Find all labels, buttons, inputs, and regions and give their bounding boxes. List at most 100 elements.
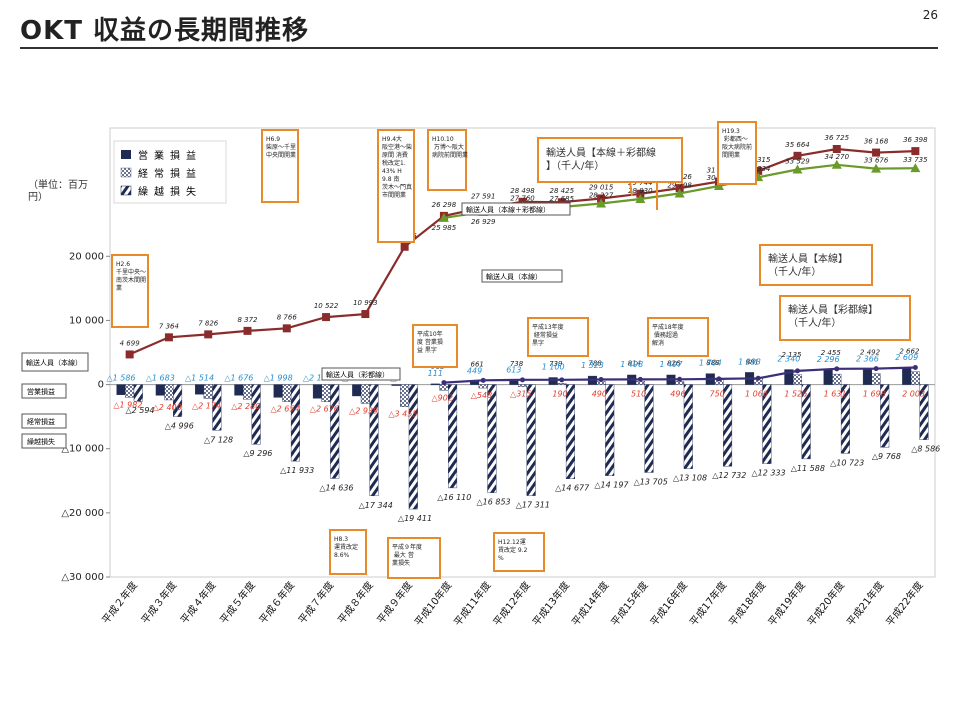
- legend-label-carryover: 繰越損失: [138, 185, 202, 198]
- side-tag-passengers: 輸送人員（本線）: [26, 358, 82, 367]
- main-point: [635, 194, 646, 204]
- total-data-label: 28 498: [510, 187, 535, 195]
- saito-data-label: 888: [706, 359, 720, 367]
- x-tick-label: 平成13年度: [529, 579, 572, 629]
- side-tag-ordinary: 経常損益: [27, 417, 55, 426]
- operating-data-label: 449: [467, 367, 482, 376]
- bar-ordinary: [360, 384, 370, 404]
- ordinary-data-label: △3 455: [388, 410, 417, 419]
- saito-point: [677, 376, 683, 382]
- total-point: [282, 324, 291, 333]
- bar-ordinary: [321, 384, 331, 402]
- x-tick-label: 平成11年度: [451, 579, 494, 629]
- bar-operating: [902, 367, 912, 385]
- bar-operating: [234, 384, 244, 396]
- ordinary-data-label: △548: [471, 391, 492, 400]
- bar-ordinary: [203, 384, 213, 399]
- operating-data-label: △1 514: [185, 374, 214, 383]
- milestone-note-text: 平成18年度 債務超過 解消: [652, 323, 684, 347]
- carryover-data-label: △14 197: [594, 481, 629, 490]
- bar-carryover: [565, 384, 575, 479]
- total-data-label: 8 372: [237, 316, 258, 324]
- carryover-data-label: △13 108: [673, 474, 707, 483]
- main-point: [831, 159, 842, 169]
- main-data-label: 33 676: [864, 157, 889, 165]
- milestone-note-text: 平成９年度 最大 営業損失: [392, 543, 422, 567]
- carryover-data-label: △9 296: [243, 449, 272, 458]
- operating-data-label: △1 683: [146, 374, 175, 383]
- milestone-note-box: [261, 129, 299, 203]
- milestone-note-box: [412, 324, 458, 368]
- saito-data-label: 981: [746, 358, 759, 366]
- saito-data-label: 814: [628, 359, 641, 367]
- carryover-data-label: △16 853: [477, 498, 511, 507]
- saito-point: [716, 376, 722, 382]
- bar-carryover: [683, 384, 693, 469]
- page-title: OKT 収益の長期間推移: [20, 16, 310, 46]
- legend: 営業損益 経常損益 繰越損失: [113, 140, 227, 204]
- main-point: [792, 164, 803, 174]
- callout-main-text: 輸送人員【本線】（千人/年）: [768, 252, 848, 278]
- side-tag-carryover: 繰越損失: [27, 437, 55, 446]
- ordinary-data-label: △315: [510, 390, 531, 399]
- total-point: [400, 242, 409, 251]
- bar-operating: [352, 384, 362, 397]
- total-point: [322, 313, 331, 322]
- bar-carryover: [840, 384, 850, 454]
- bar-operating: [470, 381, 480, 385]
- milestone-note-text: H6.9 柴原～千里中央間開業: [266, 136, 296, 159]
- callout-total: 輸送人員【本線＋彩都線】（千人/年）: [537, 137, 683, 210]
- bar-carryover: [526, 384, 536, 496]
- saito-point: [559, 377, 565, 383]
- operating-data-label: 2 340: [777, 355, 800, 364]
- milestone-note-box: [377, 129, 415, 243]
- carryover-data-label: △17 311: [516, 501, 550, 510]
- main-data-label: 27 685: [550, 195, 575, 203]
- milestone-note-text: H9.4大阪空港～柴原間 消費税改定1. 43% H 9.8 南茨木～門真市間開業: [382, 135, 412, 199]
- total-point: [754, 166, 763, 175]
- bar-operating: [273, 384, 283, 398]
- bar-carryover: [644, 384, 654, 473]
- bar-operating: [430, 383, 440, 386]
- bar-carryover: [369, 384, 379, 497]
- operating-data-label: 1 323: [581, 361, 604, 370]
- x-tick-label: 平成17年度: [687, 579, 730, 629]
- bar-carryover: [801, 384, 811, 460]
- saito-data-label: 2 135: [781, 351, 802, 359]
- total-point: [597, 194, 606, 203]
- bar-operating: [116, 384, 126, 395]
- saito-data-label: 2 662: [899, 347, 920, 355]
- total-point: [636, 189, 645, 198]
- main-data-label: 25 985: [432, 224, 457, 232]
- total-point: [361, 310, 370, 319]
- total-data-label: 36 398: [903, 136, 928, 144]
- x-tick-label: 平成21年度: [844, 579, 887, 629]
- y-tick-label: △10 000: [61, 444, 104, 455]
- milestone-note-text: H2.6 千里中央～南茨木間開業: [116, 261, 146, 292]
- ordinary-data-label: △2 654: [271, 405, 300, 414]
- x-tick-label: 平成２年度: [99, 579, 140, 626]
- bar-ordinary: [910, 371, 920, 385]
- ordinary-data-label: △2 939: [349, 406, 378, 415]
- carryover-data-label: △13 705: [634, 477, 668, 486]
- carryover-data-label: △7 128: [204, 435, 233, 444]
- y-tick-label: 20 000: [69, 251, 104, 262]
- milestone-note-box: [717, 121, 757, 185]
- bar-carryover: [919, 384, 929, 440]
- total-data-label: 10 993: [353, 299, 378, 307]
- ordinary-data-label: △2 174: [192, 402, 221, 411]
- x-tick-label: 平成４年度: [178, 579, 219, 626]
- saito-point: [834, 366, 840, 372]
- y-tick-label: △30 000: [61, 572, 104, 583]
- ordinary-data-label: 490: [592, 390, 607, 399]
- operating-data-label: △1 586: [106, 374, 135, 383]
- ordinary-data-label: 190: [552, 390, 567, 399]
- ordinary-data-label: 496: [670, 390, 685, 399]
- x-tick-label: 平成19年度: [765, 579, 808, 629]
- carryover-data-label: △19 411: [398, 514, 432, 523]
- x-tick-label: 平成15年度: [608, 579, 651, 629]
- operating-data-label: 1 100: [542, 363, 565, 372]
- bar-carryover: [448, 384, 458, 489]
- operating-data-label: 2 366: [856, 354, 879, 363]
- y-tick-label: 10 000: [69, 315, 104, 326]
